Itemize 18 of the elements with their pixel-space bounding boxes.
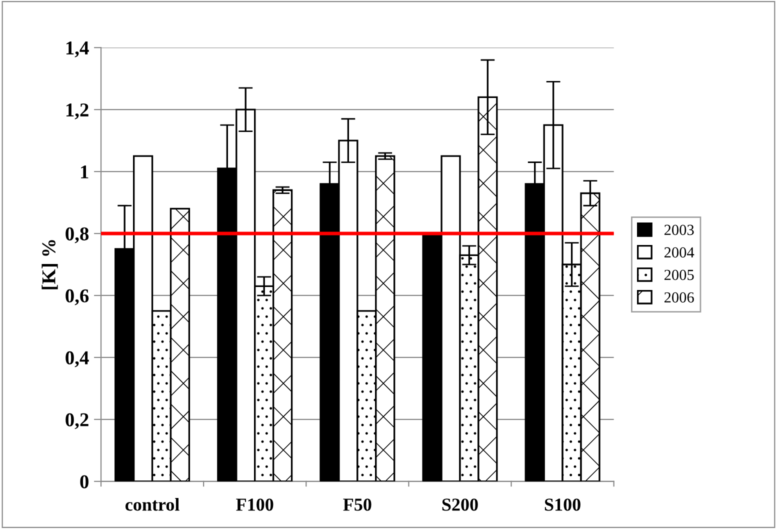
- y-tick-label: 1,2: [66, 103, 88, 120]
- x-tick-label: control: [125, 498, 180, 511]
- x-tick-label: F50: [343, 498, 372, 511]
- legend-label: 2004: [664, 247, 694, 258]
- x-tick-label: S100: [544, 498, 580, 511]
- legend-label: 2003: [664, 224, 694, 236]
- y-tick-label: 1: [81, 165, 88, 178]
- x-tick-label: F100: [236, 498, 274, 511]
- y-tick-label: 0,4: [66, 351, 89, 368]
- y-tick-label: 0: [80, 475, 88, 488]
- y-tick-label: 0,2: [66, 413, 88, 430]
- y-tick-label: 0,6: [66, 289, 89, 306]
- y-axis-title: [K] %: [42, 240, 58, 290]
- legend-label: 2005: [664, 270, 694, 280]
- y-tick-label: 1,4: [66, 42, 89, 58]
- x-tick-label: S200: [442, 498, 478, 511]
- y-tick-label: 0,8: [66, 227, 89, 244]
- legend-label: 2006: [664, 292, 694, 303]
